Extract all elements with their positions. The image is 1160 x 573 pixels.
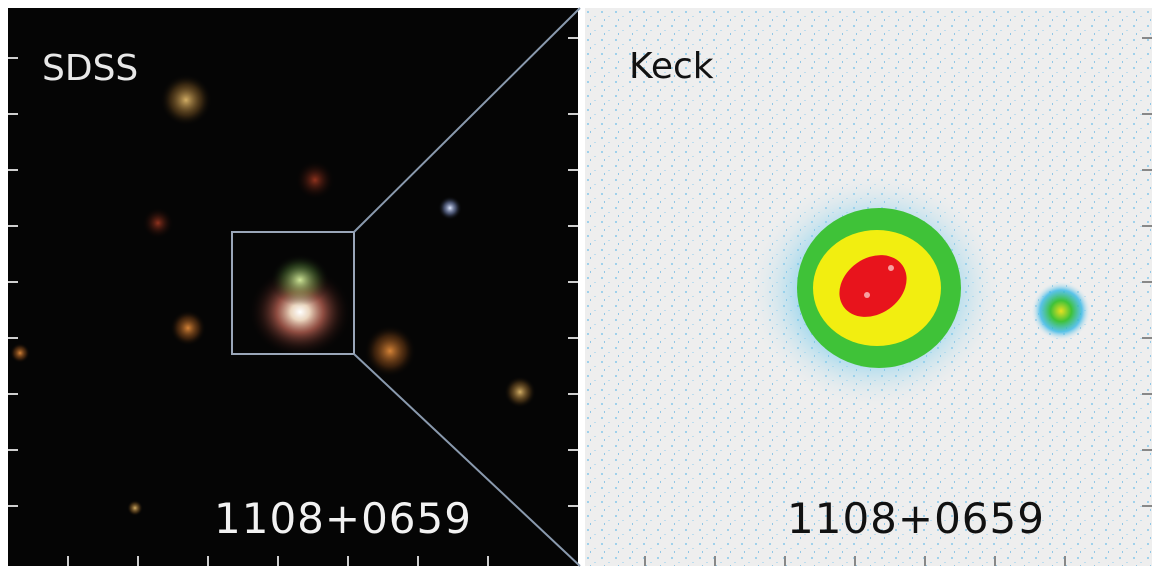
source-blob xyxy=(504,376,536,408)
source-blob xyxy=(364,325,416,377)
zoom-line-bottom xyxy=(353,353,581,567)
sdss-object-id: 1108+0659 xyxy=(214,494,472,543)
sdss-panel: SDSS 1108+0659 xyxy=(8,8,578,566)
zoom-line-top xyxy=(353,7,581,233)
keck-object-id: 1108+0659 xyxy=(787,494,1045,543)
nucleus-1 xyxy=(888,265,894,271)
keck-label: Keck xyxy=(629,46,714,87)
source-blob xyxy=(295,160,335,200)
companion-source xyxy=(1031,281,1091,341)
source-blob xyxy=(160,74,212,126)
source-blob xyxy=(127,500,143,516)
tick-marks xyxy=(8,37,578,507)
nucleus-2 xyxy=(864,292,870,298)
zoom-box xyxy=(231,231,355,355)
sdss-label: SDSS xyxy=(42,48,139,89)
source-blob xyxy=(142,207,174,239)
keck-panel: Keck 1108+0659 xyxy=(585,8,1152,566)
source-blob xyxy=(438,196,462,220)
source-blob xyxy=(10,343,30,363)
sdss-image xyxy=(8,37,578,566)
source-blob xyxy=(170,310,206,346)
target-galaxy-companion xyxy=(270,254,330,306)
tick-marks xyxy=(644,37,1152,566)
keck-image xyxy=(585,8,1152,566)
